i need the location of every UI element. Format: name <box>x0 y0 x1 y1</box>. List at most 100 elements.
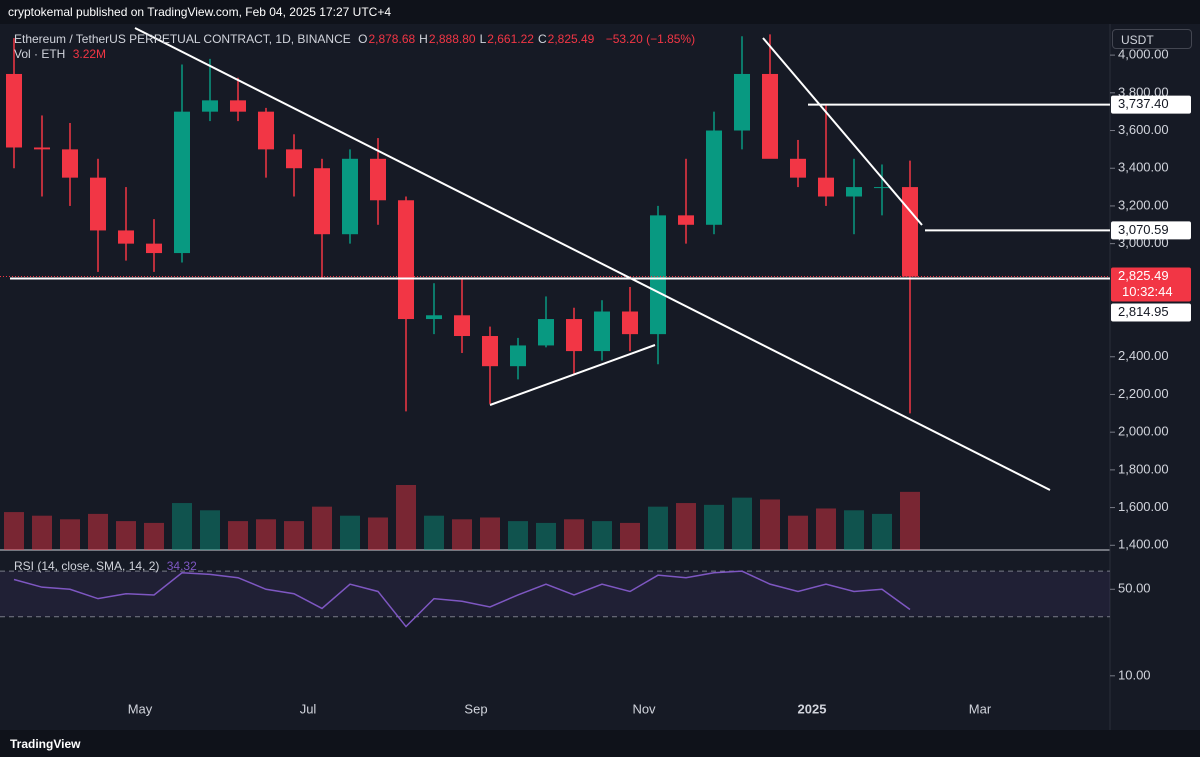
candle-body <box>818 177 834 197</box>
volume-bar <box>368 517 388 550</box>
volume-bar <box>900 491 920 550</box>
rsi-tick-label: 50.00 <box>1118 581 1151 596</box>
brand-footer: TradingView <box>10 737 81 751</box>
candle-body <box>566 319 582 352</box>
x-tick-label: 2025 <box>798 701 827 716</box>
candle-body <box>34 147 50 150</box>
volume-bar <box>32 515 52 550</box>
rsi-legend: RSI (14, close, SMA, 14, 2) 34.32 <box>14 559 201 573</box>
volume-bar <box>312 506 332 550</box>
candle-body <box>510 345 526 367</box>
y-tick-label: 3,800.00 <box>1118 84 1169 99</box>
volume-bar <box>620 522 640 550</box>
volume-bar <box>172 503 192 550</box>
y-tick-label: 1,600.00 <box>1118 499 1169 514</box>
candle-body <box>762 73 778 159</box>
candle-body <box>314 168 330 235</box>
x-tick-label: Jul <box>300 701 317 716</box>
y-tick-label: 3,200.00 <box>1118 197 1169 212</box>
x-tick-label: Mar <box>969 701 992 716</box>
volume-bar <box>788 515 808 550</box>
rsi-line <box>13 570 911 628</box>
volume-bar <box>256 519 276 550</box>
volume-bar <box>872 513 892 550</box>
ohlc-key: C <box>537 32 547 46</box>
marks: 1,400.00 1,600.00 1,800.00 2,000.00 2,200.00… <box>0 34 1191 716</box>
trendline <box>134 27 1051 491</box>
level-label-box <box>1111 95 1191 114</box>
countdown-label: 10:32:44 <box>1122 284 1173 299</box>
rsi-value: 34.32 <box>166 559 197 573</box>
candle-body <box>230 100 246 112</box>
ohlc-key: L <box>479 32 487 46</box>
candle-body <box>258 111 274 150</box>
candle-body <box>706 130 722 225</box>
symbol-legend: Ethereum / TetherUS PERPETUAL CONTRACT, … <box>14 32 699 46</box>
y-tick-label: 1,400.00 <box>1118 537 1169 552</box>
candle-body <box>202 100 218 112</box>
level-label: 2,814.95 <box>1118 304 1169 319</box>
candle-body <box>426 315 442 320</box>
volume-bar <box>508 521 528 550</box>
volume-bar <box>844 510 864 550</box>
ohlc-label: 2,825.49 <box>547 32 595 46</box>
ohlc-label: 2,888.80 <box>428 32 476 46</box>
y-tick-label: 1,800.00 <box>1118 461 1169 476</box>
volume-bar <box>704 504 724 550</box>
volume-bar <box>424 515 444 550</box>
x-tick-label: Nov <box>632 701 656 716</box>
x-tick-label: Sep <box>464 701 487 716</box>
volume-bar <box>88 513 108 550</box>
chart-background <box>0 24 1200 730</box>
change: −53.20 (−1.85%) <box>605 32 696 46</box>
candle-body <box>342 158 358 235</box>
volume-value: 3.22M <box>72 47 107 61</box>
candle-body <box>370 158 386 201</box>
candle-body <box>6 73 22 148</box>
level-label-box <box>1111 303 1191 322</box>
candle-body <box>454 315 470 337</box>
candle-body <box>622 311 638 335</box>
volume-bar <box>60 519 80 550</box>
volume-bar <box>116 521 136 550</box>
volume-bar <box>284 521 304 550</box>
volume-legend: Vol · ETH 3.22M <box>14 47 110 61</box>
volume-bar <box>536 522 556 550</box>
volume-bar <box>480 517 500 550</box>
volume-bar <box>676 503 696 550</box>
candle-body <box>902 187 918 277</box>
volume-bar <box>564 519 584 550</box>
volume-bar <box>228 521 248 550</box>
volume-bar <box>396 485 416 550</box>
candle-body <box>482 336 498 367</box>
rsi-band-fill <box>0 571 1110 617</box>
volume-bar <box>648 506 668 550</box>
y-tick-label: 2,000.00 <box>1118 424 1169 439</box>
publish-header: cryptokemal published on TradingView.com… <box>8 5 392 19</box>
level-label: 3,737.40 <box>1118 96 1169 111</box>
candle-body <box>678 215 694 225</box>
volume-bar <box>144 522 164 550</box>
volume-bar <box>200 510 220 550</box>
y-tick-label: 3,600.00 <box>1118 122 1169 137</box>
trendline <box>489 344 656 406</box>
candle-body <box>846 187 862 197</box>
candle-body <box>286 149 302 169</box>
volume-bar <box>760 499 780 550</box>
y-tick-label: 2,200.00 <box>1118 386 1169 401</box>
candle-body <box>174 111 190 254</box>
candle-body <box>90 177 106 231</box>
trendlines <box>134 27 1051 491</box>
trendline <box>762 37 923 226</box>
candle-body <box>790 158 806 178</box>
volume-bar <box>592 521 612 550</box>
candle-body <box>734 73 750 131</box>
ohlc-key: H <box>419 32 428 46</box>
candle-body <box>146 243 162 254</box>
volume-name: Vol · ETH <box>14 47 66 61</box>
currency-button[interactable]: USDT <box>1112 29 1192 49</box>
candle-body <box>594 311 610 352</box>
symbol-title: Ethereum / TetherUS PERPETUAL CONTRACT, … <box>14 32 351 46</box>
ohlc-key: O <box>358 32 368 46</box>
